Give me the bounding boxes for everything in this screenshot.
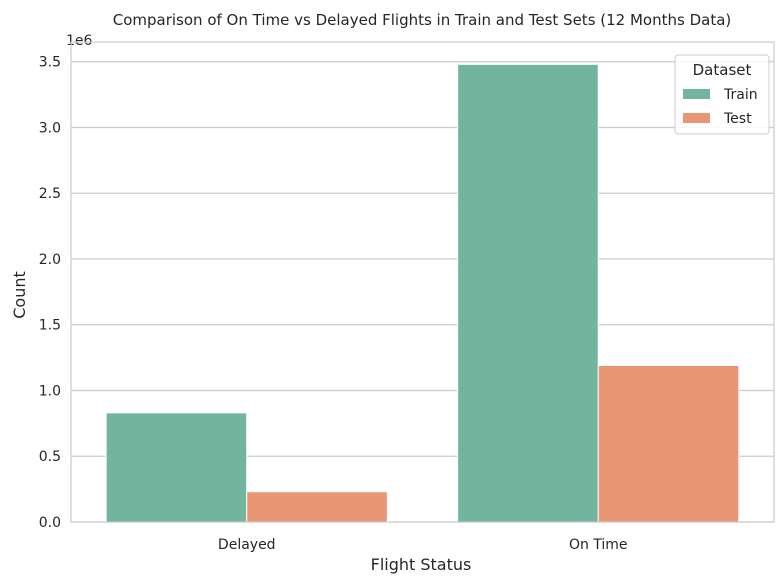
legend: Dataset Train Test bbox=[674, 54, 770, 135]
y-tick-label: 0.0 bbox=[39, 515, 61, 531]
chart-title: Comparison of On Time vs Delayed Flights… bbox=[113, 11, 732, 29]
y-tick-label: 2.5 bbox=[39, 186, 61, 202]
y-tick-label: 0.5 bbox=[39, 449, 61, 465]
bar-test-delayed bbox=[246, 491, 388, 523]
y-tick-label: 3.0 bbox=[39, 120, 61, 136]
legend-swatch-test bbox=[683, 113, 710, 123]
y-multiplier-label: 1e6 bbox=[66, 33, 93, 49]
y-tick-label: 1.5 bbox=[39, 318, 61, 334]
bar-train-on-time bbox=[457, 63, 599, 523]
x-tick-label: On Time bbox=[569, 537, 628, 553]
bar-test-on-time bbox=[597, 365, 740, 523]
x-axis-label: Flight Status bbox=[371, 555, 472, 574]
legend-title: Dataset bbox=[693, 61, 752, 79]
y-axis-label: Count bbox=[10, 271, 29, 319]
legend-label-train: Train bbox=[723, 87, 758, 103]
x-tick-labels: Delayed On Time bbox=[218, 537, 628, 553]
y-tick-label: 3.5 bbox=[39, 55, 61, 71]
bar-train-delayed bbox=[105, 412, 248, 523]
legend-swatch-train bbox=[683, 89, 710, 99]
y-tick-label: 1.0 bbox=[39, 383, 61, 399]
y-tick-labels: 0.0 0.5 1.0 1.5 2.0 2.5 3.0 3.5 bbox=[39, 55, 61, 531]
legend-label-test: Test bbox=[723, 111, 752, 127]
x-tick-label: Delayed bbox=[218, 537, 276, 553]
y-tick-label: 2.0 bbox=[39, 252, 61, 268]
plot-frame bbox=[70, 41, 775, 523]
bars bbox=[105, 63, 740, 523]
